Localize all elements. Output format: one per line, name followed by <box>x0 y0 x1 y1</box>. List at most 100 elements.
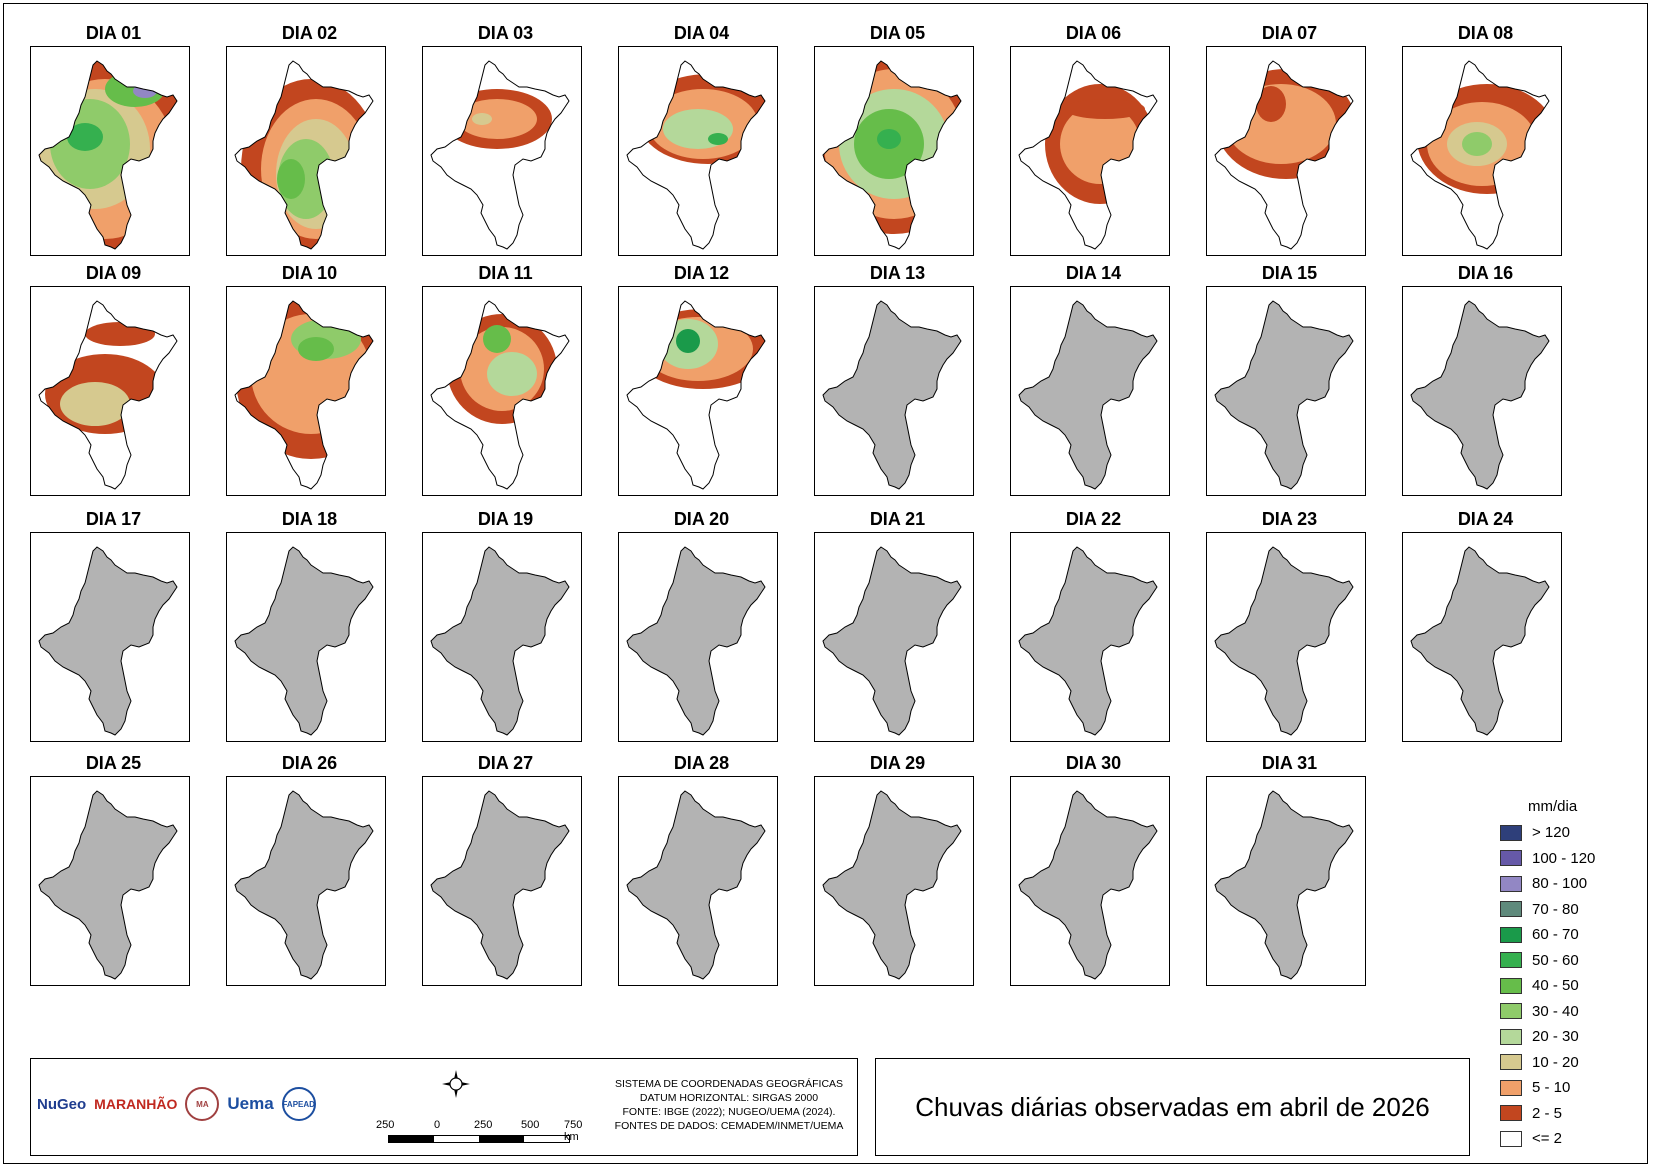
map-panel <box>1206 46 1366 256</box>
map-panel <box>422 46 582 256</box>
map-panel <box>618 286 778 496</box>
map-panel <box>422 776 582 986</box>
day-map: DIA 31 <box>1202 752 1377 986</box>
legend-label: 70 - 80 <box>1532 900 1579 918</box>
state-map <box>234 300 374 490</box>
state-shape <box>234 790 374 980</box>
day-title: DIA 15 <box>1261 263 1318 283</box>
state-map <box>1214 790 1354 980</box>
day-title: DIA 25 <box>85 753 142 773</box>
legend-item: 20 - 30 <box>1500 1024 1630 1050</box>
day-map: DIA 07 <box>1202 22 1377 256</box>
day-title: DIA 13 <box>869 263 926 283</box>
map-panel <box>1010 532 1170 742</box>
map-panel <box>226 286 386 496</box>
legend-swatch <box>1500 1130 1522 1147</box>
legend-label: 60 - 70 <box>1532 926 1579 944</box>
seal-logo: MA <box>185 1087 220 1121</box>
day-title: DIA 26 <box>281 753 338 773</box>
state-shape <box>1214 546 1354 736</box>
legend-swatch <box>1500 875 1522 892</box>
map-panel <box>422 532 582 742</box>
day-title: DIA 28 <box>673 753 730 773</box>
state-shape <box>234 546 374 736</box>
legend-label: 80 - 100 <box>1532 875 1588 893</box>
state-outline <box>626 300 766 490</box>
day-map: DIA 21 <box>810 508 985 742</box>
logos: NuGeo MARANHÃO MA Uema FAPEAD <box>37 1087 316 1121</box>
state-map <box>38 300 178 490</box>
day-map: DIA 06 <box>1006 22 1181 256</box>
state-shape <box>1018 546 1158 736</box>
state-map <box>1018 790 1158 980</box>
state-shape <box>1018 790 1158 980</box>
day-title: DIA 19 <box>477 509 534 529</box>
day-map: DIA 03 <box>418 22 593 256</box>
day-title: DIA 16 <box>1457 263 1514 283</box>
map-panel <box>1206 532 1366 742</box>
rain-area <box>277 159 305 199</box>
day-map: DIA 05 <box>810 22 985 256</box>
legend-item: 50 - 60 <box>1500 948 1630 974</box>
day-title: DIA 02 <box>281 23 338 43</box>
map-panel <box>30 776 190 986</box>
day-map: DIA 16 <box>1398 262 1573 496</box>
map-panel <box>1206 776 1366 986</box>
legend-swatch <box>1500 1105 1522 1122</box>
day-title: DIA 31 <box>1261 753 1318 773</box>
credits-box: NuGeo MARANHÃO MA Uema FAPEAD 250 0 250 … <box>30 1058 858 1156</box>
map-panel <box>30 286 190 496</box>
projection-info: SISTEMA DE COORDENADAS GEOGRÁFICAS DATUM… <box>614 1078 844 1132</box>
state-map <box>234 60 374 250</box>
state-outline <box>626 60 766 250</box>
state-outline <box>1214 60 1354 250</box>
rain-area <box>60 382 130 426</box>
state-shape <box>430 546 570 736</box>
state-map <box>1410 300 1550 490</box>
day-map: DIA 11 <box>418 262 593 496</box>
rain-area <box>487 352 537 396</box>
fapead-logo: FAPEAD <box>281 1087 316 1121</box>
day-map: DIA 02 <box>222 22 397 256</box>
day-title: DIA 17 <box>85 509 142 529</box>
day-title: DIA 05 <box>869 23 926 43</box>
legend-label: 30 - 40 <box>1532 1002 1579 1020</box>
day-title: DIA 04 <box>673 23 730 43</box>
day-title: DIA 22 <box>1065 509 1122 529</box>
state-map <box>430 60 570 250</box>
state-map <box>38 546 178 736</box>
day-map: DIA 24 <box>1398 508 1573 742</box>
day-map: DIA 01 <box>26 22 201 256</box>
day-title: DIA 01 <box>85 23 142 43</box>
legend-swatch <box>1500 1003 1522 1020</box>
legend-label: 10 - 20 <box>1532 1053 1579 1071</box>
legend-swatch <box>1500 1028 1522 1045</box>
state-map <box>1410 60 1550 250</box>
state-map <box>626 60 766 250</box>
state-shape <box>1214 790 1354 980</box>
day-map: DIA 22 <box>1006 508 1181 742</box>
legend-item: > 120 <box>1500 820 1630 846</box>
rain-area <box>1256 86 1286 122</box>
map-panel <box>814 286 974 496</box>
rain-area <box>676 329 700 353</box>
legend-title: mm/dia <box>1528 798 1578 815</box>
state-map <box>1214 300 1354 490</box>
day-map: DIA 15 <box>1202 262 1377 496</box>
state-outline <box>430 300 570 490</box>
rain-area <box>278 139 334 219</box>
legend-item: 70 - 80 <box>1500 897 1630 923</box>
uema-logo: Uema <box>227 1094 274 1113</box>
map-panel <box>814 776 974 986</box>
legend-swatch <box>1500 926 1522 943</box>
day-map: DIA 25 <box>26 752 201 986</box>
state-outline <box>234 300 374 490</box>
state-map <box>430 300 570 490</box>
legend-item: 60 - 70 <box>1500 922 1630 948</box>
map-panel <box>618 532 778 742</box>
day-map: DIA 04 <box>614 22 789 256</box>
day-map: DIA 09 <box>26 262 201 496</box>
legend-item: 100 - 120 <box>1500 846 1630 872</box>
scale-label: 0 <box>434 1119 441 1131</box>
state-map <box>626 790 766 980</box>
